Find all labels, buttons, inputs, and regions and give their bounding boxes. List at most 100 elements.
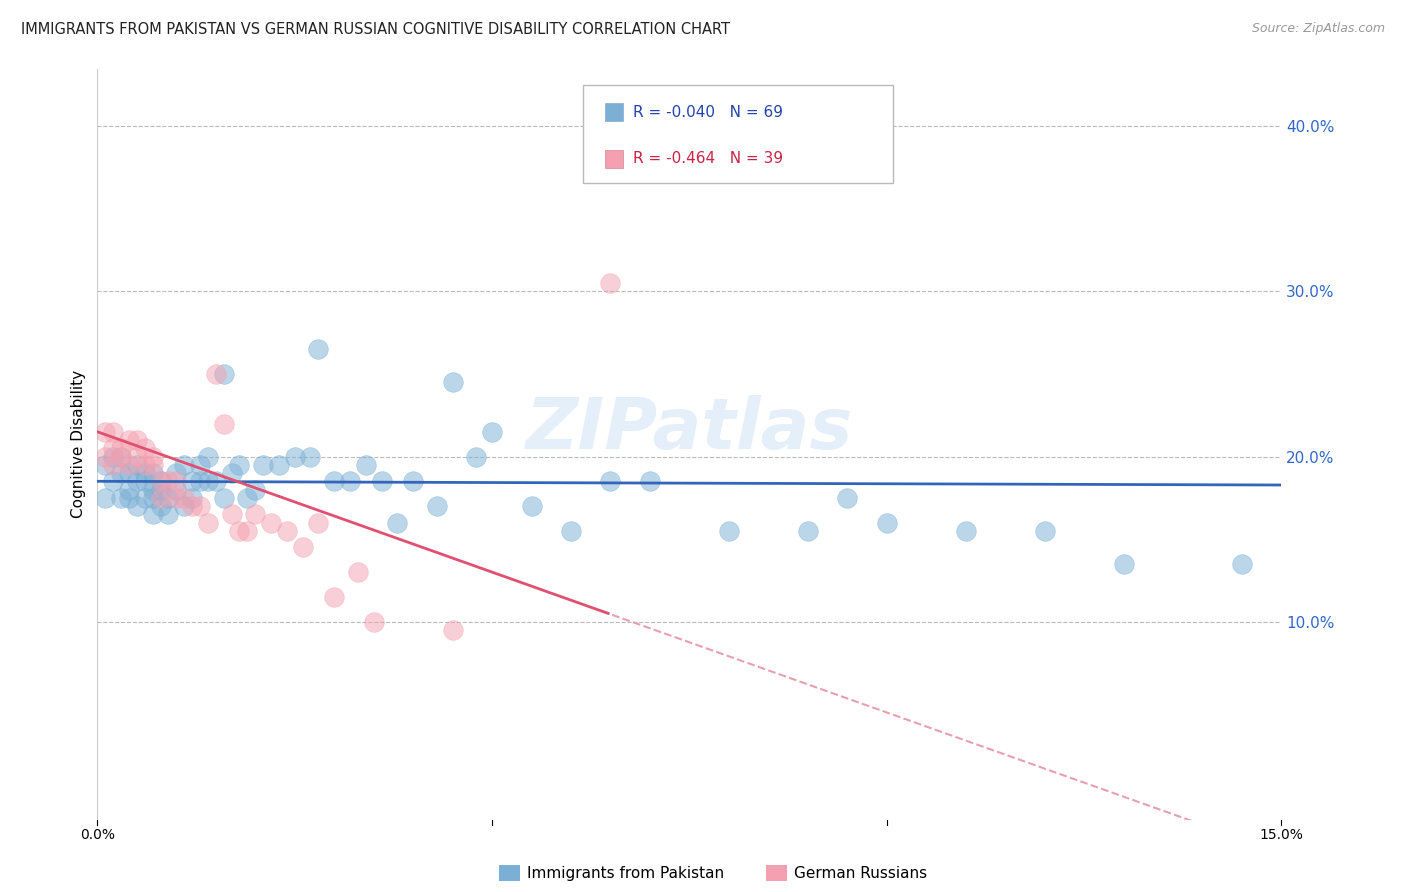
- Point: [188, 499, 211, 513]
- Point: [188, 458, 211, 472]
- Point: [260, 516, 283, 530]
- Point: [228, 524, 250, 538]
- Point: [165, 491, 187, 505]
- Text: R = -0.040   N = 69: R = -0.040 N = 69: [633, 105, 783, 120]
- Point: [142, 458, 165, 472]
- Point: [94, 450, 117, 464]
- Point: [236, 524, 259, 538]
- Point: [1033, 524, 1056, 538]
- Point: [212, 491, 235, 505]
- Point: [134, 458, 156, 472]
- Point: [481, 425, 503, 439]
- Point: [441, 623, 464, 637]
- Text: Immigrants from Pakistan: Immigrants from Pakistan: [527, 866, 724, 880]
- Point: [299, 450, 322, 464]
- Point: [638, 475, 661, 489]
- Point: [1230, 557, 1253, 571]
- Point: [797, 524, 820, 538]
- Point: [125, 475, 148, 489]
- Point: [339, 475, 361, 489]
- Point: [441, 376, 464, 390]
- Point: [173, 491, 195, 505]
- Point: [149, 491, 172, 505]
- Point: [101, 458, 124, 472]
- Point: [134, 475, 156, 489]
- Point: [94, 425, 117, 439]
- Point: [181, 491, 204, 505]
- Point: [370, 475, 392, 489]
- Point: [173, 499, 195, 513]
- Point: [276, 524, 298, 538]
- Point: [94, 458, 117, 472]
- Point: [245, 508, 267, 522]
- Point: [101, 475, 124, 489]
- Point: [125, 450, 148, 464]
- Point: [323, 475, 346, 489]
- Point: [221, 466, 243, 480]
- Point: [165, 466, 187, 480]
- Point: [465, 450, 488, 464]
- Point: [228, 458, 250, 472]
- Point: [149, 475, 172, 489]
- Point: [520, 499, 543, 513]
- Point: [118, 483, 141, 497]
- Point: [101, 450, 124, 464]
- Point: [599, 276, 621, 290]
- Point: [157, 491, 180, 505]
- Text: IMMIGRANTS FROM PAKISTAN VS GERMAN RUSSIAN COGNITIVE DISABILITY CORRELATION CHAR: IMMIGRANTS FROM PAKISTAN VS GERMAN RUSSI…: [21, 22, 730, 37]
- Point: [118, 466, 141, 480]
- Point: [110, 442, 132, 456]
- Point: [181, 475, 204, 489]
- Point: [181, 499, 204, 513]
- Point: [284, 450, 307, 464]
- Point: [110, 450, 132, 464]
- Point: [125, 433, 148, 447]
- Point: [197, 475, 219, 489]
- Point: [363, 615, 385, 629]
- Point: [157, 475, 180, 489]
- Point: [118, 458, 141, 472]
- Point: [212, 367, 235, 381]
- Point: [118, 433, 141, 447]
- Point: [717, 524, 740, 538]
- Point: [323, 590, 346, 604]
- Point: [110, 491, 132, 505]
- Point: [837, 491, 859, 505]
- Point: [134, 491, 156, 505]
- Point: [110, 450, 132, 464]
- Point: [221, 508, 243, 522]
- Point: [354, 458, 377, 472]
- Point: [142, 466, 165, 480]
- Point: [125, 458, 148, 472]
- Point: [101, 425, 124, 439]
- Text: German Russians: German Russians: [794, 866, 928, 880]
- Point: [134, 442, 156, 456]
- Point: [197, 450, 219, 464]
- Text: Source: ZipAtlas.com: Source: ZipAtlas.com: [1251, 22, 1385, 36]
- Point: [252, 458, 274, 472]
- Point: [267, 458, 290, 472]
- Point: [236, 491, 259, 505]
- Point: [142, 508, 165, 522]
- Point: [212, 417, 235, 431]
- Point: [188, 475, 211, 489]
- Point: [142, 483, 165, 497]
- Point: [149, 499, 172, 513]
- Point: [134, 466, 156, 480]
- Point: [291, 541, 314, 555]
- Point: [142, 491, 165, 505]
- Point: [165, 475, 187, 489]
- Point: [1112, 557, 1135, 571]
- Text: 0.0%: 0.0%: [80, 828, 115, 842]
- Text: R = -0.464   N = 39: R = -0.464 N = 39: [633, 152, 783, 166]
- Point: [307, 516, 329, 530]
- Point: [204, 475, 226, 489]
- Point: [149, 475, 172, 489]
- Point: [157, 508, 180, 522]
- Point: [387, 516, 409, 530]
- Point: [94, 491, 117, 505]
- Point: [599, 475, 621, 489]
- Point: [560, 524, 582, 538]
- Point: [197, 516, 219, 530]
- Point: [173, 458, 195, 472]
